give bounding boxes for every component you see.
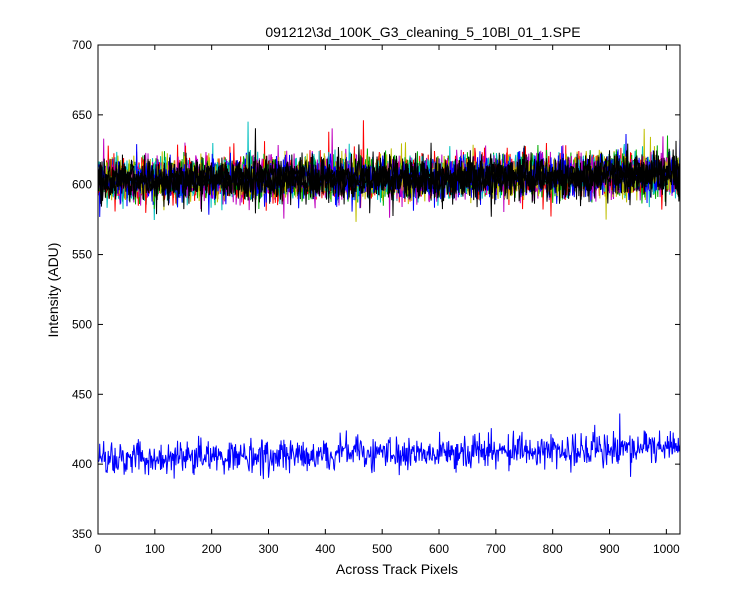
plot-frame	[97, 44, 681, 535]
y-tick-label: 550	[72, 248, 92, 262]
y-tick-label: 350	[72, 527, 92, 541]
y-tick-label: 700	[72, 38, 92, 52]
x-tick-label: 0	[95, 542, 102, 556]
x-tick-label: 100	[145, 542, 165, 556]
series-lower-trace	[98, 413, 680, 480]
x-tick-label: 300	[258, 542, 278, 556]
y-tick-label: 600	[72, 178, 92, 192]
y-tick-label: 450	[72, 387, 92, 401]
y-tick-label: 650	[72, 108, 92, 122]
x-tick-label: 500	[372, 542, 392, 556]
y-tick-label: 400	[72, 457, 92, 471]
data-layer	[98, 120, 680, 480]
y-axis: 350 400 450 500 550 600 650 700	[72, 38, 680, 541]
x-tick-label: 200	[202, 542, 222, 556]
x-tick-label: 700	[486, 542, 506, 556]
y-axis-label: Intensity (ADU)	[45, 243, 61, 338]
chart-title: 091212\3d_100K_G3_cleaning_5_10Bl_01_1.S…	[265, 24, 580, 40]
series-upper-trace	[98, 128, 680, 212]
x-tick-label: 1000	[653, 542, 680, 556]
x-tick-label: 800	[543, 542, 563, 556]
x-axis: 0 100 200 300 400 500 600 700 800 900 1000	[95, 45, 680, 556]
y-tick-label: 500	[72, 317, 92, 331]
x-tick-label: 400	[315, 542, 335, 556]
x-tick-label: 900	[600, 542, 620, 556]
x-axis-label: Across Track Pixels	[336, 561, 458, 577]
x-tick-label: 600	[429, 542, 449, 556]
